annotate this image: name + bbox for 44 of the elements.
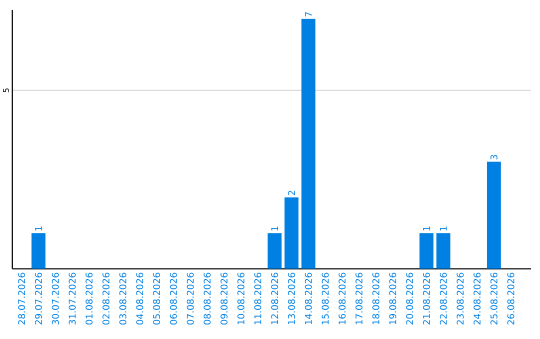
x-tick-label: 21.08.2026 [422, 273, 430, 325]
x-tick-label: 13.08.2026 [288, 273, 296, 324]
data-label: 2 [288, 191, 295, 196]
x-tick-label: 04.08.2026 [136, 273, 144, 325]
x-tick-label: 11.08.2026 [254, 273, 262, 324]
x-tick-label: 03.08.2026 [119, 273, 126, 325]
x-tick-label: 17.08.2026 [355, 273, 362, 324]
x-tick-label: 10.08.2026 [237, 273, 244, 324]
x-tick-label: 30.07.2026 [52, 273, 59, 325]
x-tick-label: 15.08.2026 [322, 273, 329, 324]
bar [436, 233, 450, 270]
x-tick-label: 06.08.2026 [170, 273, 177, 325]
x-tick-label: 09.08.2026 [220, 273, 228, 325]
x-tick-label: 12.08.2026 [271, 273, 278, 324]
x-tick-label: 18.08.2026 [372, 273, 380, 324]
x-tick-label: 02.08.2026 [102, 273, 110, 325]
bar [419, 233, 434, 270]
x-tick-label: 16.08.2026 [338, 273, 346, 324]
x-tick-label: 08.08.2026 [204, 273, 211, 325]
x-tick-label: 01.08.2026 [86, 273, 93, 325]
bar [284, 198, 298, 270]
x-tick-label: 29.07.2026 [34, 273, 42, 325]
x-tick-label: 20.08.2026 [406, 273, 414, 325]
bar [486, 162, 501, 270]
data-label: 1 [35, 226, 42, 231]
data-label: 1 [271, 226, 278, 231]
data-label: 1 [423, 226, 430, 231]
x-tick-label: 25.08.2026 [490, 273, 498, 325]
x-tick-label: 24.08.2026 [474, 273, 481, 325]
data-label: 7 [305, 12, 312, 17]
bar [268, 233, 282, 270]
x-tick-label: 07.08.2026 [186, 273, 194, 325]
x-tick-label: 05.08.2026 [153, 273, 160, 325]
x-tick-label: 22.08.2026 [440, 273, 447, 325]
data-label: 1 [440, 226, 447, 231]
x-tick-label: 28.07.2026 [18, 273, 26, 325]
x-tick-label: 26.08.2026 [507, 273, 514, 325]
x-tick-label: 14.08.2026 [304, 273, 312, 324]
x-tick-label: 31.07.2026 [68, 273, 76, 325]
bar [301, 19, 316, 270]
x-tick-label: 19.08.2026 [389, 273, 396, 324]
bar [32, 233, 46, 270]
x-tick-label: 23.08.2026 [456, 273, 464, 325]
data-label: 3 [490, 155, 498, 160]
